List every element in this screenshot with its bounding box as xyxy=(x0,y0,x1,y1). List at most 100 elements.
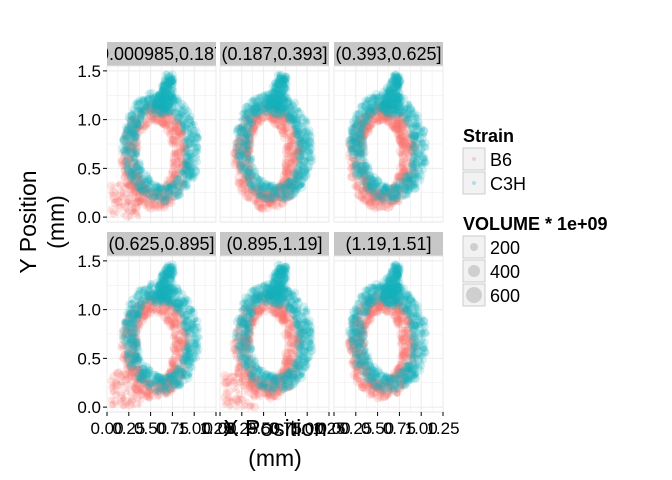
point xyxy=(137,107,143,114)
point xyxy=(250,118,257,125)
point xyxy=(132,113,138,118)
point xyxy=(257,100,268,111)
point xyxy=(160,89,170,98)
point xyxy=(155,101,161,107)
point xyxy=(132,151,138,157)
point xyxy=(249,105,255,111)
point xyxy=(162,86,169,93)
point xyxy=(132,136,139,142)
point xyxy=(159,86,165,93)
point xyxy=(159,104,167,113)
point xyxy=(138,107,143,112)
point xyxy=(129,172,138,180)
point xyxy=(109,190,115,196)
point xyxy=(268,113,275,119)
point xyxy=(127,154,132,159)
point xyxy=(122,177,132,187)
point xyxy=(296,149,302,155)
point xyxy=(139,177,149,188)
point xyxy=(191,172,198,178)
point xyxy=(134,184,141,192)
point xyxy=(154,100,159,105)
point xyxy=(268,196,276,205)
point xyxy=(188,122,194,129)
point xyxy=(190,138,199,147)
point xyxy=(151,103,162,114)
point xyxy=(281,123,291,133)
point xyxy=(157,98,163,104)
point xyxy=(269,118,278,127)
point xyxy=(182,166,192,176)
point xyxy=(182,146,190,154)
point xyxy=(253,124,258,129)
point xyxy=(235,158,243,166)
point xyxy=(141,113,149,121)
point xyxy=(181,137,189,145)
point xyxy=(281,158,292,169)
point xyxy=(131,129,141,138)
point xyxy=(135,213,142,220)
point xyxy=(180,129,187,136)
point xyxy=(150,105,159,115)
point xyxy=(380,98,387,106)
point xyxy=(265,106,271,112)
point xyxy=(229,148,239,159)
point xyxy=(246,112,253,119)
point xyxy=(412,181,417,186)
point xyxy=(131,187,139,196)
point xyxy=(256,101,264,108)
point xyxy=(134,196,140,202)
point xyxy=(125,140,132,148)
point xyxy=(126,149,137,159)
point xyxy=(244,174,252,182)
point xyxy=(131,145,141,155)
point xyxy=(158,101,163,106)
point xyxy=(185,162,195,172)
point xyxy=(143,201,150,208)
point xyxy=(107,181,116,191)
point xyxy=(126,180,135,189)
point xyxy=(144,179,152,187)
point xyxy=(140,97,149,106)
point xyxy=(288,131,297,141)
point xyxy=(250,104,261,114)
point xyxy=(140,183,150,194)
point xyxy=(393,87,399,93)
point xyxy=(155,200,162,207)
point xyxy=(124,170,135,181)
point xyxy=(109,192,118,201)
point xyxy=(165,73,174,82)
point xyxy=(149,103,155,108)
point xyxy=(247,165,254,172)
point xyxy=(138,187,146,195)
point xyxy=(182,170,193,181)
point xyxy=(178,135,185,143)
point xyxy=(248,137,255,144)
point xyxy=(124,195,134,205)
point xyxy=(132,150,138,157)
point xyxy=(178,129,186,137)
point xyxy=(134,183,141,191)
point xyxy=(270,200,275,205)
point xyxy=(160,95,169,105)
point xyxy=(177,106,185,115)
point xyxy=(126,172,131,177)
point xyxy=(193,146,200,153)
point xyxy=(176,147,186,157)
point xyxy=(164,187,169,193)
point xyxy=(144,189,155,200)
point xyxy=(160,82,170,92)
point xyxy=(167,92,176,101)
point xyxy=(187,128,194,135)
point xyxy=(144,191,152,198)
point xyxy=(369,94,379,104)
point xyxy=(184,162,192,169)
point xyxy=(175,130,181,137)
point xyxy=(139,111,147,120)
point xyxy=(246,182,254,190)
point xyxy=(165,96,171,102)
point xyxy=(173,173,178,179)
point xyxy=(274,113,282,121)
point xyxy=(252,185,258,191)
point xyxy=(127,180,135,187)
